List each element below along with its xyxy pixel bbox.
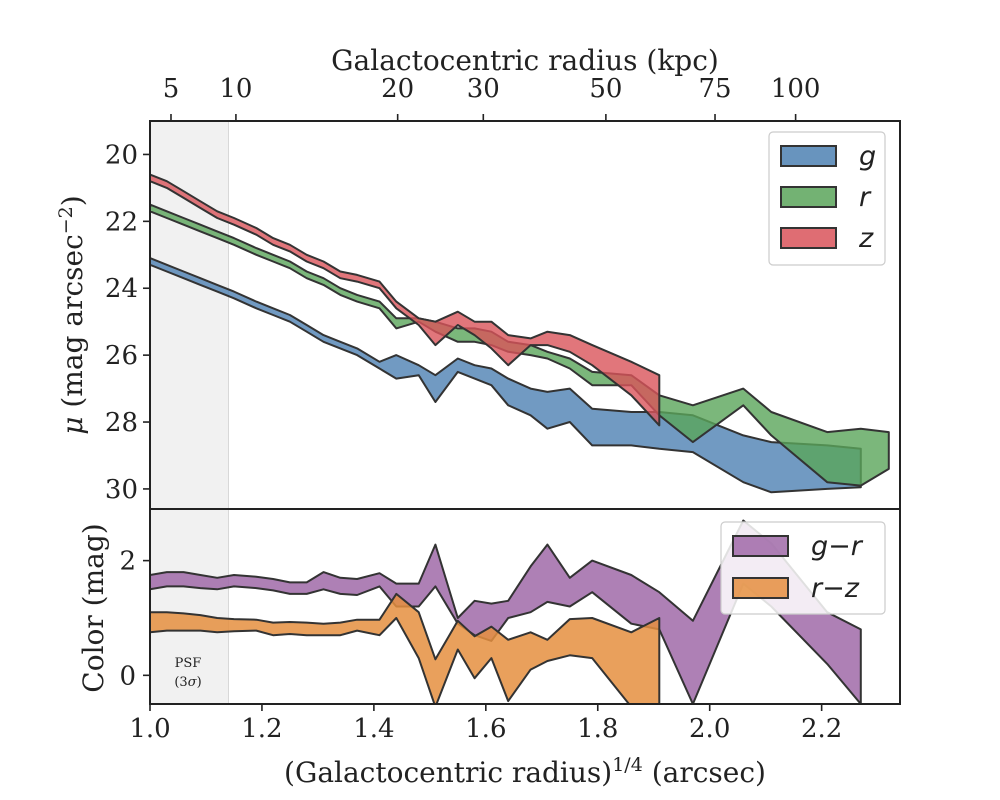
psf-region-bottom: [150, 509, 228, 704]
top-x-tick-label: 100: [771, 74, 821, 104]
bottom-axis-title: (Galactocentric radius)1/4 (arcsec): [284, 754, 766, 789]
band-z: [150, 173, 661, 427]
legend-bottom: g−r r−z: [720, 521, 886, 615]
band-gr: [150, 519, 862, 704]
top-y-axis: 20 22 24 26 28 30: [105, 140, 150, 505]
bottom-y-axis: 02: [119, 547, 150, 691]
legend-swatch: [732, 535, 789, 557]
legend-label: g: [859, 141, 876, 172]
top-x-tick-label: 30: [467, 74, 500, 104]
y-tick-label: 28: [105, 408, 138, 438]
top-axis-title: Galactocentric radius (kpc): [331, 44, 719, 77]
surface-brightness-bands: [150, 173, 890, 494]
legend-label: z: [858, 223, 874, 254]
y-tick-label: 22: [105, 207, 138, 237]
x-tick-label: 1.0: [129, 714, 170, 744]
top-x-tick-label: 75: [698, 74, 731, 104]
legend-label: r−z: [811, 573, 860, 604]
top-x-tick-label: 20: [381, 74, 414, 104]
x-tick-label: 1.4: [353, 714, 394, 744]
top-x-tick-label: 50: [589, 74, 622, 104]
legend-swatch: [780, 186, 837, 208]
x-tick-label: 2.2: [801, 714, 842, 744]
legend-swatch: [732, 577, 789, 599]
x-tick-label: 1.2: [241, 714, 282, 744]
y-tick-label: 0: [119, 661, 136, 691]
y-tick-label: 2: [119, 547, 136, 577]
color-bands: [150, 519, 862, 704]
band-g: [150, 257, 862, 494]
bottom-x-axis: 1.0 1.2 1.4 1.6 1.8 2.0 2.2: [129, 704, 842, 744]
top-panel-ylabel: μ (mag arcsec−2): [55, 195, 89, 434]
band-rz: [150, 592, 661, 704]
psf-label: PSF: [175, 656, 202, 671]
y-tick-label: 30: [105, 475, 138, 505]
legend-swatch: [780, 145, 837, 167]
y-tick-label: 24: [105, 274, 138, 304]
top-x-tick-label: 10: [219, 74, 252, 104]
y-tick-label: 20: [105, 140, 138, 170]
x-tick-label: 1.8: [577, 714, 618, 744]
top-x-tick-label: 5: [163, 74, 180, 104]
bottom-panel-ylabel: Color (mag): [77, 523, 110, 692]
legend-label: r: [859, 182, 872, 213]
top-x-axis: 5 10 20 30 50 75 100: [163, 74, 821, 121]
x-tick-label: 2.0: [689, 714, 730, 744]
psf-sigma-label: (3σ): [174, 675, 201, 690]
y-tick-label: 26: [105, 341, 138, 371]
legend-label: g−r: [811, 531, 864, 562]
bottom-panel-frame: [149, 508, 901, 705]
legend-top: grz: [768, 131, 886, 266]
legend-swatch: [780, 227, 837, 249]
x-tick-label: 1.6: [465, 714, 506, 744]
